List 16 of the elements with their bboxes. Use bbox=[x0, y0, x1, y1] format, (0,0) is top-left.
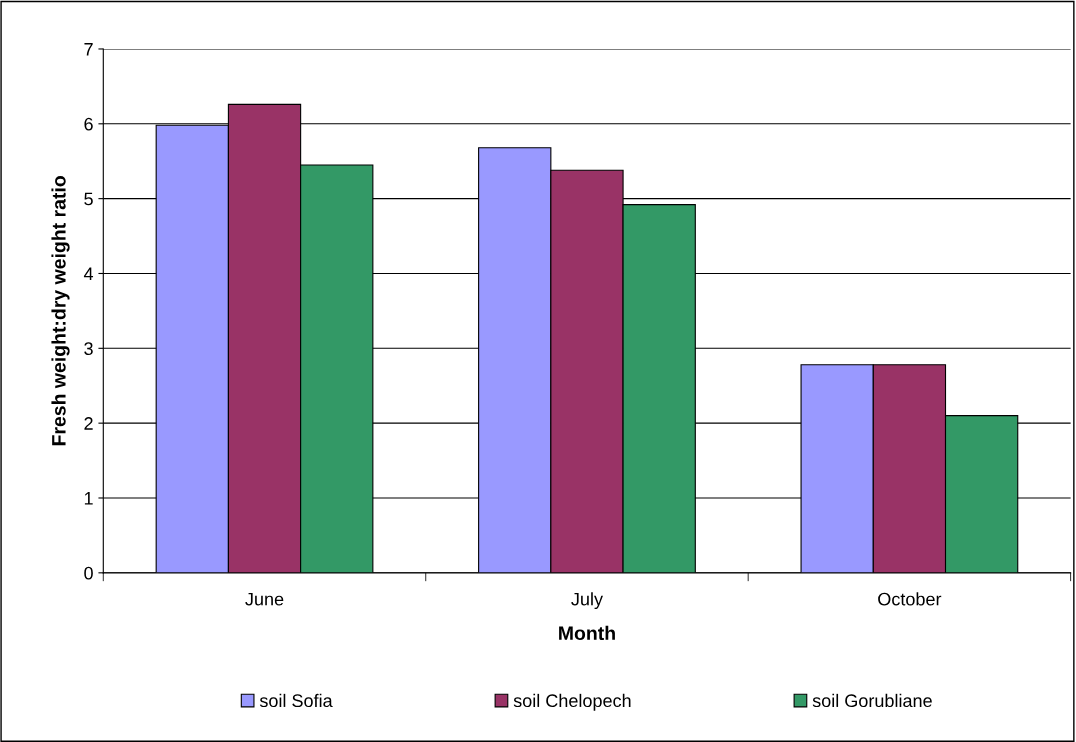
legend-label: soil Chelopech bbox=[513, 693, 631, 711]
x-tick-label: June bbox=[245, 592, 284, 606]
legend-label: soil Gorubliane bbox=[812, 693, 932, 708]
y-tick-label: 7 bbox=[84, 43, 93, 56]
y-tick-label: 6 bbox=[84, 117, 93, 131]
y-tick-label: 0 bbox=[84, 566, 93, 580]
y-tick-label: 1 bbox=[84, 492, 93, 505]
y-tick-label: 5 bbox=[84, 192, 93, 206]
x-tick-label: October bbox=[878, 592, 942, 606]
y-axis-title: Fresh weight:dry weight ratio bbox=[51, 176, 70, 446]
legend-label: soil Sofia bbox=[259, 693, 333, 708]
x-tick-label: July bbox=[571, 592, 603, 610]
y-tick-label: 2 bbox=[84, 417, 93, 430]
y-tick-label: 4 bbox=[83, 267, 94, 281]
y-tick-label: 3 bbox=[84, 342, 93, 356]
x-axis-title: Month bbox=[559, 625, 615, 641]
